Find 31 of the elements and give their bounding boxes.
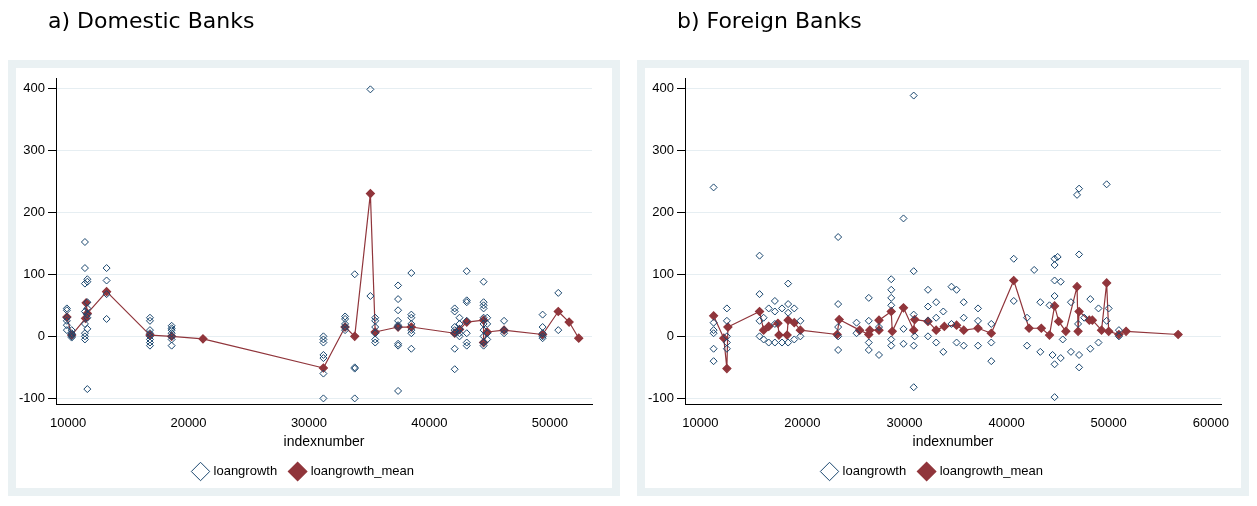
y-tick-label: 0 [37, 327, 46, 343]
legend-label: loangrowth [842, 463, 907, 479]
x-tick-label: 50000 [1090, 414, 1127, 430]
y-tick-label: 300 [23, 141, 46, 157]
x-axis-title: indexnumber [283, 433, 365, 450]
x-tick-label: 20000 [784, 414, 821, 430]
x-tick-label: 10000 [682, 414, 719, 430]
x-tick-label: 10000 [49, 414, 87, 430]
x-tick-label: 60000 [1192, 414, 1229, 430]
x-tick-label: 30000 [290, 414, 328, 430]
y-tick-label: 300 [652, 141, 675, 157]
y-tick-label: 400 [652, 79, 675, 95]
y-tick-label: 100 [652, 265, 675, 281]
y-tick-label: 200 [652, 203, 675, 219]
x-tick-label: 40000 [988, 414, 1025, 430]
y-tick-label: 400 [23, 79, 46, 95]
legend-label: loangrowth [213, 463, 278, 479]
x-axis-title: indexnumber [912, 433, 994, 450]
x-tick-label: 40000 [411, 414, 448, 430]
y-tick-label: -100 [18, 389, 46, 405]
x-tick-label: 50000 [531, 414, 568, 430]
chart-title: b) Foreign Banks [676, 8, 863, 35]
y-tick-label: 200 [23, 203, 46, 219]
y-tick-label: 0 [666, 327, 675, 343]
y-tick-label: 100 [23, 265, 46, 281]
x-tick-label: 20000 [170, 414, 207, 430]
legend-label: loangrowth_mean [939, 463, 1043, 479]
chart-title: a) Domestic Banks [47, 8, 256, 35]
legend-label: loangrowth_mean [310, 463, 414, 479]
x-tick-label: 30000 [886, 414, 923, 430]
y-tick-label: -100 [647, 389, 675, 405]
